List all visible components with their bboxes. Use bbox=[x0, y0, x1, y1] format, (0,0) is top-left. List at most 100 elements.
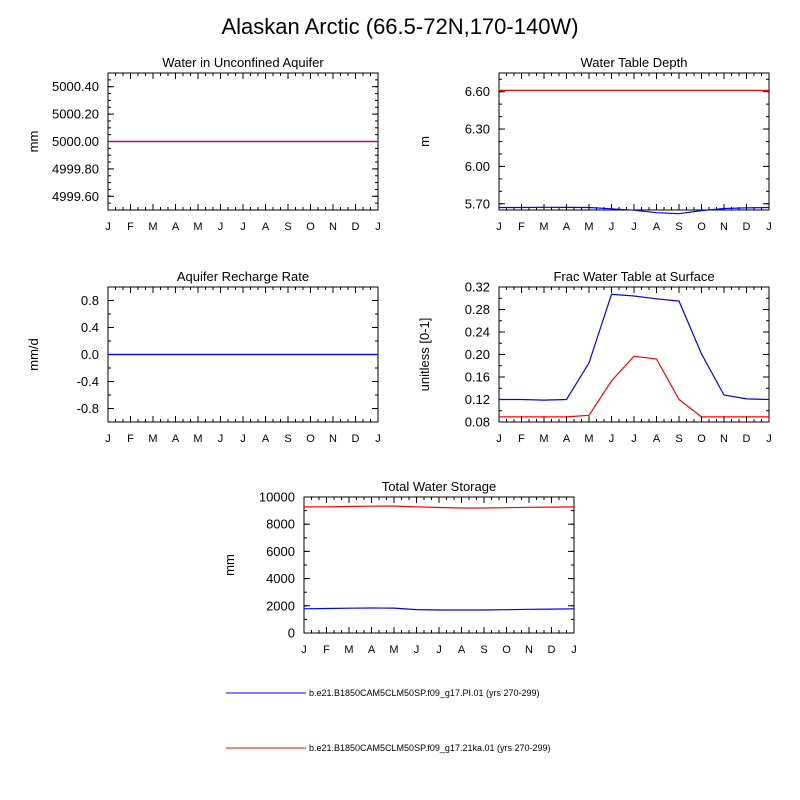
x-tick-label: J bbox=[218, 433, 224, 445]
x-tick-label: J bbox=[436, 644, 442, 656]
x-tick-label: J bbox=[571, 644, 577, 656]
x-tick-label: S bbox=[284, 433, 291, 445]
y-tick-label: 4000 bbox=[266, 571, 295, 586]
x-tick-label: J bbox=[240, 433, 246, 445]
series-line-pi bbox=[303, 607, 575, 611]
y-tick-label: 6.00 bbox=[465, 159, 490, 174]
x-tick-label: N bbox=[329, 221, 337, 233]
y-tick-label: -0.8 bbox=[77, 401, 99, 416]
chart-title: Total Water Storage bbox=[382, 479, 496, 494]
plot-frame bbox=[498, 72, 770, 211]
x-tick-label: A bbox=[172, 433, 180, 445]
x-tick-label: S bbox=[675, 433, 682, 445]
x-tick-label: O bbox=[502, 644, 511, 656]
x-tick-label: N bbox=[329, 433, 337, 445]
y-tick-label: 6000 bbox=[266, 544, 295, 559]
y-tick-label: 0.4 bbox=[81, 320, 99, 335]
y-tick-label: 0.16 bbox=[465, 370, 490, 385]
x-tick-label: F bbox=[127, 433, 134, 445]
series-line-ka bbox=[303, 505, 575, 509]
y-tick-label: 0.8 bbox=[81, 293, 99, 308]
y-tick-label: 5.70 bbox=[465, 196, 490, 211]
x-tick-label: M bbox=[148, 221, 157, 233]
y-tick-label: 4999.80 bbox=[52, 161, 99, 176]
x-tick-label: M bbox=[193, 433, 202, 445]
x-tick-label: A bbox=[368, 644, 376, 656]
x-tick-label: J bbox=[631, 433, 637, 445]
x-tick-label: J bbox=[218, 221, 224, 233]
x-tick-label: A bbox=[653, 433, 661, 445]
y-tick-label: 2000 bbox=[266, 598, 295, 613]
y-tick-label: 6.60 bbox=[465, 84, 490, 99]
x-tick-label: N bbox=[720, 433, 728, 445]
x-tick-label: M bbox=[148, 433, 157, 445]
x-tick-label: J bbox=[496, 433, 502, 445]
x-tick-label: A bbox=[563, 221, 571, 233]
y-tick-label: 5000.40 bbox=[52, 79, 99, 94]
x-tick-label: J bbox=[496, 221, 502, 233]
y-tick-label: 5000.20 bbox=[52, 107, 99, 122]
x-tick-label: D bbox=[743, 221, 751, 233]
chart-title: Water Table Depth bbox=[581, 55, 688, 70]
x-tick-label: A bbox=[262, 433, 270, 445]
x-tick-label: M bbox=[539, 221, 548, 233]
x-tick-label: J bbox=[105, 433, 111, 445]
x-tick-label: J bbox=[375, 221, 381, 233]
x-tick-label: F bbox=[518, 433, 525, 445]
x-tick-label: J bbox=[766, 433, 772, 445]
y-tick-label: 0 bbox=[288, 626, 295, 641]
page-title: Alaskan Arctic (66.5-72N,170-140W) bbox=[221, 14, 579, 39]
x-tick-label: F bbox=[323, 644, 330, 656]
y-tick-label: 8000 bbox=[266, 517, 295, 532]
x-tick-label: M bbox=[584, 433, 593, 445]
chart-panel-3: Aquifer Recharge Rate mm/d J F M A M J J A S O N D J -0… bbox=[26, 269, 381, 445]
x-tick-label: J bbox=[301, 644, 307, 656]
y-axis-label: mm/d bbox=[26, 338, 41, 371]
y-axis-label: m bbox=[417, 136, 432, 147]
legend: b.e21.B1850CAM5CLM50SP.f09_g17.PI.01 (yr… bbox=[226, 688, 551, 753]
series-line-ka bbox=[499, 355, 769, 418]
y-tick-label: 5000.00 bbox=[52, 134, 99, 149]
x-tick-label: O bbox=[306, 433, 315, 445]
y-tick-label: 0.24 bbox=[465, 325, 490, 340]
y-tick-label: -0.4 bbox=[77, 374, 99, 389]
chart-title: Frac Water Table at Surface bbox=[553, 269, 714, 284]
series-line-pi bbox=[499, 206, 770, 215]
plot-frame bbox=[498, 286, 770, 423]
x-tick-label: S bbox=[480, 644, 487, 656]
x-tick-label: A bbox=[458, 644, 466, 656]
x-tick-label: O bbox=[306, 221, 315, 233]
chart-panel-2: Water Table Depth m J F M A M J J A S O N D J 5.70 6.00 6… bbox=[417, 55, 772, 233]
x-tick-label: J bbox=[631, 221, 637, 233]
x-tick-label: M bbox=[539, 433, 548, 445]
chart-panel-1: Water in Unconfined Aquifer mm J F M A M J J A S O N… bbox=[26, 55, 381, 233]
x-tick-label: A bbox=[653, 221, 661, 233]
chart-title: Aquifer Recharge Rate bbox=[177, 269, 309, 284]
x-tick-label: N bbox=[720, 221, 728, 233]
x-tick-label: A bbox=[262, 221, 270, 233]
y-tick-label: 4999.60 bbox=[52, 189, 99, 204]
x-tick-label: D bbox=[352, 433, 360, 445]
y-axis-label: mm bbox=[26, 131, 41, 153]
y-tick-label: 10000 bbox=[259, 490, 295, 505]
x-tick-label: A bbox=[172, 221, 180, 233]
chart-title: Water in Unconfined Aquifer bbox=[162, 55, 324, 70]
y-axis-label: unitless [0-1] bbox=[417, 318, 432, 392]
y-tick-label: 0.08 bbox=[465, 415, 490, 430]
x-tick-label: J bbox=[105, 221, 111, 233]
x-tick-label: N bbox=[525, 644, 533, 656]
legend-label: b.e21.B1850CAM5CLM50SP.f09_g17.PI.01 (yr… bbox=[309, 688, 539, 698]
x-tick-label: S bbox=[675, 221, 682, 233]
x-tick-label: D bbox=[743, 433, 751, 445]
x-tick-label: D bbox=[548, 644, 556, 656]
y-tick-label: 0.28 bbox=[465, 302, 490, 317]
y-tick-label: 6.30 bbox=[465, 122, 490, 137]
plot-frame bbox=[303, 496, 575, 634]
x-tick-label: S bbox=[284, 221, 291, 233]
x-tick-label: F bbox=[518, 221, 525, 233]
x-tick-label: M bbox=[193, 221, 202, 233]
chart-panel-4: Frac Water Table at Surface unitless [0-1… bbox=[417, 269, 772, 445]
x-tick-label: M bbox=[584, 221, 593, 233]
